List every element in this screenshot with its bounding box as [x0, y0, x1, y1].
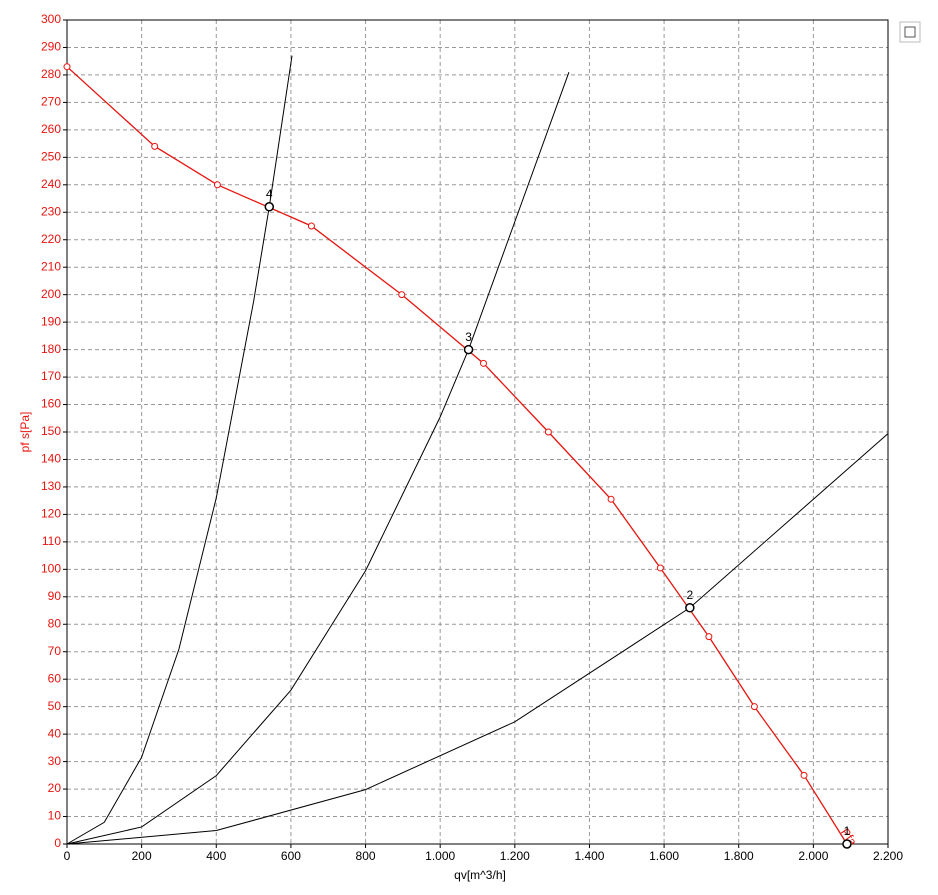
y-tick-label: 190 [41, 314, 61, 328]
y-tick-label: 200 [41, 287, 61, 301]
x-tick-label: 0 [64, 849, 71, 863]
x-tick-label: 1.600 [649, 849, 679, 863]
y-tick-label: 140 [41, 452, 61, 466]
y-tick-label: 130 [41, 479, 61, 493]
y-tick-label: 250 [41, 150, 61, 164]
y-tick-label: 90 [48, 589, 62, 603]
operating-point-label: 4 [266, 187, 273, 201]
y-tick-label: 110 [42, 534, 61, 548]
fan-curve-marker [307, 222, 315, 230]
y-tick-label: 70 [48, 644, 62, 658]
operating-point [463, 344, 474, 355]
y-tick-label: 270 [41, 95, 61, 109]
operating-point-label: 1 [844, 824, 851, 838]
x-tick-label: 1.000 [425, 849, 455, 863]
y-tick-label: 20 [48, 781, 62, 795]
y-tick-label: 120 [41, 507, 61, 521]
operating-point [685, 603, 695, 613]
fan-curve-marker [63, 63, 71, 71]
fan-curve-marker [398, 291, 406, 299]
fan-curve-marker [479, 359, 487, 367]
x-tick-label: 1.200 [500, 849, 530, 863]
fan-curve-marker [750, 703, 758, 711]
toolbar-icon[interactable] [899, 21, 921, 43]
x-tick-label: 1.800 [724, 849, 754, 863]
x-tick-label: 2.200 [873, 849, 903, 863]
operating-point [842, 839, 852, 849]
y-tick-label: 210 [41, 259, 61, 273]
y-tick-label: 150 [41, 424, 61, 438]
y-tick-label: 170 [41, 369, 61, 383]
y-tick-label: 40 [48, 726, 62, 740]
x-tick-label: 1.400 [574, 849, 604, 863]
fan-curve-marker [544, 428, 552, 436]
y-tick-label: 300 [41, 12, 61, 26]
y-tick-label: 0 [54, 836, 61, 850]
fan-curve-marker [800, 771, 808, 779]
x-tick-label: 400 [206, 849, 226, 863]
y-tick-label: 260 [41, 122, 61, 136]
y-tick-label: 80 [48, 616, 62, 630]
y-tick-label: 220 [41, 232, 61, 246]
fan-curve-marker [705, 633, 713, 641]
plot-frame [66, 19, 889, 845]
y-tick-label: 10 [48, 809, 62, 823]
operating-point-label: 2 [686, 588, 693, 602]
y-tick-label: 60 [48, 671, 62, 685]
fan-curve-marker [151, 142, 159, 150]
x-axis-label: qv[m^3/h] [454, 868, 506, 882]
y-tick-label: 160 [41, 397, 61, 411]
operating-point-label: 3 [465, 330, 472, 344]
y-tick-label: 280 [41, 67, 61, 81]
y-tick-label: 230 [41, 204, 61, 218]
system-curve [66, 433, 889, 845]
icon-glyph [904, 26, 916, 38]
x-tick-label: 2.000 [798, 849, 828, 863]
y-axis-label: pf s[Pa] [18, 412, 32, 453]
y-tick-label: 30 [48, 754, 62, 768]
fan-curve-marker [213, 181, 221, 189]
y-tick-label: 100 [41, 562, 61, 576]
system-curve [66, 72, 570, 845]
system-curve [66, 55, 293, 845]
operating-point [264, 202, 275, 212]
x-tick-label: 800 [356, 849, 376, 863]
y-tick-label: 180 [41, 342, 61, 356]
fan-curve [66, 66, 848, 845]
fan-curve-marker [607, 495, 615, 503]
fan-curve-marker [656, 564, 664, 572]
x-tick-label: 200 [132, 849, 152, 863]
y-tick-label: 290 [41, 40, 61, 54]
y-tick-label: 50 [48, 699, 62, 713]
x-tick-label: 600 [281, 849, 301, 863]
y-tick-label: 240 [41, 177, 61, 191]
